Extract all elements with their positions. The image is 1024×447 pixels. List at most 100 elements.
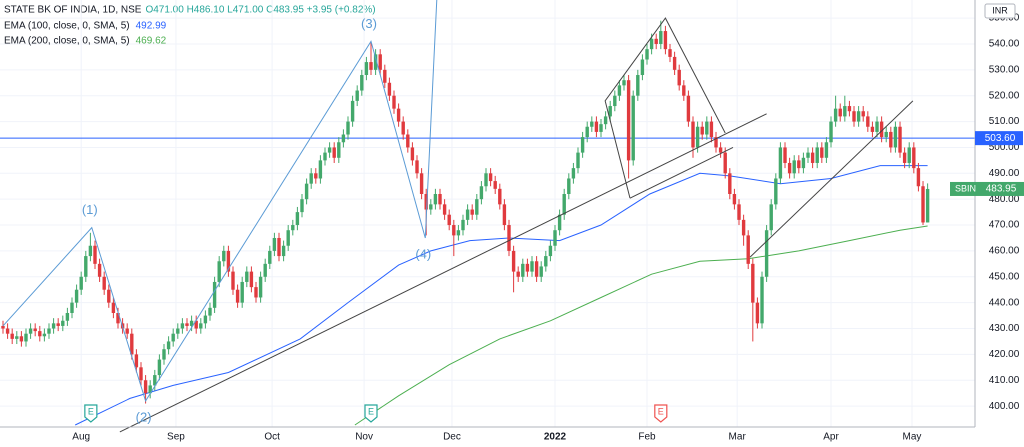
trend-line [119,113,767,433]
candle-body [705,121,709,135]
candle-body [56,323,60,326]
candle-body [663,31,668,50]
candle-body [309,173,313,184]
candle-body [700,126,704,135]
candle-body [295,212,300,226]
candle-body [856,111,861,122]
candle-body [162,349,166,360]
candle-body [640,59,645,76]
candle-body [764,230,769,277]
candle-body [263,263,267,277]
candle-body [65,312,70,321]
candle-body [746,235,750,264]
candle-body [530,261,534,272]
candle-body [51,323,56,329]
candle-body [327,147,332,153]
y-tick-label: 540.00 [989,39,1020,50]
candle-body [539,266,543,277]
ema-line [354,225,928,426]
candle-body [921,186,925,223]
candle-body [208,307,212,316]
x-tick-label: 2022 [544,432,567,443]
candle-body [728,173,732,195]
candle-body [33,328,37,332]
candle-body [185,323,189,326]
wave-label: (3) [361,16,377,31]
y-tick-label: 460.00 [989,246,1020,257]
candle-body [346,121,350,135]
candle-body [806,152,810,158]
last-price: 483.95 [986,184,1017,195]
hline-tag: 503.60 [985,133,1016,144]
event-marker [364,404,378,423]
candle-body [47,328,51,334]
candle-body [672,56,677,70]
event-label: E [368,406,374,416]
event-label: E [88,406,94,416]
candle-body [97,263,102,277]
candle-body [824,142,829,158]
legend-label: EMA (200, close, 0, SMA, 5) [4,36,130,47]
candle-body [631,95,635,161]
candle-body [626,80,631,161]
candle-body [314,173,318,179]
candle-body [585,126,589,138]
y-tick-label: 490.00 [989,168,1020,179]
candle-body [139,367,143,381]
trend-line [604,17,726,199]
candle-body [562,194,566,215]
candle-body [760,276,764,324]
candle-body [801,157,806,169]
candle-body [907,147,911,163]
candle-body [79,276,83,290]
candle-body [925,188,930,223]
candle-body [668,49,672,57]
candle-body [212,281,217,308]
y-tick-label: 450.00 [989,271,1020,282]
candle-body [709,121,714,138]
candle-body [360,75,364,91]
candle-body [677,69,681,86]
legend-value: 492.99 [136,21,167,32]
candle-body [912,147,916,169]
candle-body [157,359,162,376]
candle-body [249,271,254,288]
x-tick-label: May [903,432,922,443]
candle-body [488,173,493,182]
candle-body [268,250,272,264]
candle-body [783,147,787,163]
candle-body [70,302,74,313]
candle-body [254,287,258,298]
candle-body [231,271,235,290]
candle-body [392,95,396,109]
candle-body [93,245,97,264]
y-tick-label: 400.00 [989,401,1020,412]
candle-body [732,194,737,205]
candle-body [456,230,461,236]
overlay: (1) (2) (3) (4) E E E [2,0,914,433]
candle-body [861,111,865,117]
candle-body [534,261,539,277]
candle-body [893,126,898,148]
candle-body [723,152,727,174]
candle-body [189,320,194,326]
candle-body [898,126,902,153]
candle-body [61,320,65,326]
y-tick-label: 420.00 [989,349,1020,360]
candle-body [479,186,484,200]
candle-body [714,137,718,148]
candle-body [180,323,185,329]
candle-body [235,289,240,303]
legend-value: 469.62 [136,36,167,47]
candle-body [590,121,594,127]
candle-body [373,54,378,70]
y-tick-label: 510.00 [989,116,1020,127]
candle-body [378,54,382,70]
candle-body [415,160,419,174]
wave-label: (1) [82,202,98,217]
candle-body [902,152,907,163]
candle-body [613,95,617,107]
plot [0,20,975,426]
candle-body [649,38,654,50]
